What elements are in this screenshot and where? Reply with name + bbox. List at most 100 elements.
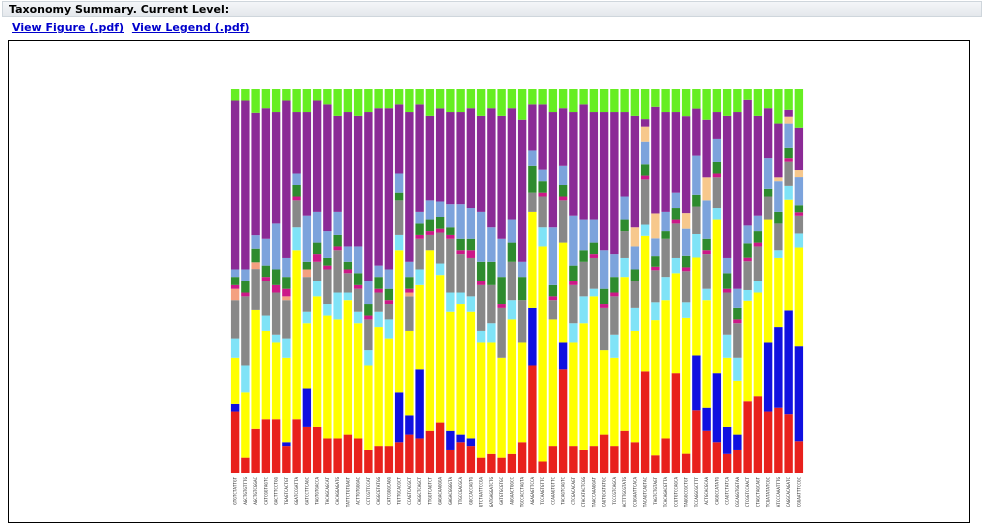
bar-segment-34-11 [579,89,588,105]
bar-segment-32-11 [558,89,568,109]
bar-segment-33-10 [569,112,578,216]
bar-segment-24-6 [476,281,486,285]
x-tick-label: CCGGAATTCACA [632,477,637,508]
bar-segment-51-11 [753,89,763,116]
bar-segment-21-11 [446,89,455,113]
bar-segment-29-2 [528,211,537,308]
bar-segment-26-6 [497,304,506,308]
bar-segment-34-2 [579,323,588,450]
bar-segment-37-2 [610,357,619,447]
bar-segment-47-10 [712,112,722,139]
x-tick-label: TAGTCTGTAGT [653,477,658,505]
x-tick-label: CATCGGTAGTC [263,477,268,505]
bar-segment-15-2 [384,338,394,447]
bar-segment-54-10 [784,109,793,117]
bar-segment-28-0 [517,442,527,473]
bar-segment-47-7 [712,161,722,174]
bar-segment-46-11 [702,89,711,120]
bar-segment-4-10 [271,112,281,224]
bar-segment-35-10 [589,112,599,220]
bar-segment-31-0 [548,446,558,473]
bar-segment-7-10 [302,112,312,216]
bar-segment-12-8 [353,246,363,274]
bar-segment-33-7 [569,265,578,281]
bar-segment-10-0 [333,438,342,473]
bar-segment-49-1 [733,434,742,450]
x-tick-label: TACAGCAGCAT [325,477,330,505]
bar-segment-40-7 [640,164,650,176]
bar-segment-19-11 [425,89,435,116]
bar-segment-54-11 [784,89,793,110]
bar-segment-15-11 [384,89,394,109]
bar-segment-42-11 [661,89,670,113]
bar-segment-7-0 [302,426,312,473]
bar-segment-17-10 [405,112,414,262]
bar-segment-10-3 [333,292,342,320]
bar-segment-29-1 [528,307,537,366]
x-tick-label: CACAGGAGATG [335,477,340,505]
bar-segment-48-4 [722,292,732,335]
bar-segment-23-8 [466,208,476,239]
bar-segment-21-2 [446,311,455,431]
bar-segment-39-3 [630,307,640,331]
bar-segment-37-4 [610,296,619,335]
bar-segment-21-0 [446,449,455,473]
bar-segment-24-11 [476,89,486,116]
bar-segment-6-11 [292,89,301,113]
bar-segment-18-3 [415,269,424,285]
bar-segment-25-2 [487,342,496,454]
bar-segment-7-8 [302,215,312,262]
view-legend-link[interactable]: View Legend (.pdf) [131,21,250,34]
bar-segment-47-11 [712,89,722,113]
bar-segment-38-11 [620,89,629,113]
bar-segment-49-2 [733,380,742,435]
bar-segment-44-10 [681,116,691,214]
bar-segment-26-4 [497,307,506,358]
bar-segment-47-8 [712,138,722,162]
view-figure-link[interactable]: View Figure (.pdf) [12,21,125,34]
x-tick-label: ACTGCACGCAA [704,477,709,505]
bar-segment-33-8 [569,215,578,266]
bar-segment-23-10 [466,108,476,209]
bar-segment-27-3 [507,300,517,320]
bar-segment-29-0 [528,365,537,473]
x-tick-label: CCAGTCTATCA [725,477,730,505]
bar-segment-14-6 [374,288,383,293]
bar-segment-24-8 [476,211,486,262]
bar-segment-5-3 [282,338,291,358]
bar-segment-17-8 [405,261,414,278]
bar-segment-43-7 [671,208,681,220]
bar-segment-40-3 [640,224,650,236]
bar-segment-0-7 [230,277,240,285]
bar-segment-29-10 [528,104,537,151]
bar-segment-32-2 [558,242,568,343]
bar-segment-17-0 [405,434,414,473]
x-tick-label: CTACATACTCGG [581,477,586,508]
bar-segment-48-1 [722,426,732,454]
bar-segment-54-7 [784,147,793,159]
bar-segment-53-4 [774,223,783,251]
bar-segment-29-4 [528,192,537,212]
bar-segment-43-8 [671,192,681,209]
bar-segment-33-4 [569,284,578,324]
bar-segment-41-3 [651,302,660,321]
bar-segment-3-2 [261,330,271,420]
bar-segment-31-2 [548,319,558,447]
bar-segment-43-11 [671,89,681,113]
bar-segment-37-8 [610,254,619,278]
bar-segment-54-1 [784,310,793,415]
bar-segment-15-6 [384,300,394,305]
bar-segment-32-4 [558,200,568,243]
bar-segment-46-9 [702,177,711,201]
bar-segment-8-8 [312,211,322,243]
bar-segment-20-0 [435,422,445,473]
bar-segment-22-10 [456,112,465,205]
bar-segment-45-1 [692,355,701,411]
x-tick-label: TAACCAAAGGAT [591,477,596,508]
bar-segment-32-10 [558,108,568,166]
bar-segment-27-2 [507,319,517,454]
bar-segment-49-0 [733,449,742,473]
bar-segment-14-4 [374,292,383,312]
bar-segment-3-0 [261,419,271,473]
bar-segment-8-6 [312,254,322,262]
